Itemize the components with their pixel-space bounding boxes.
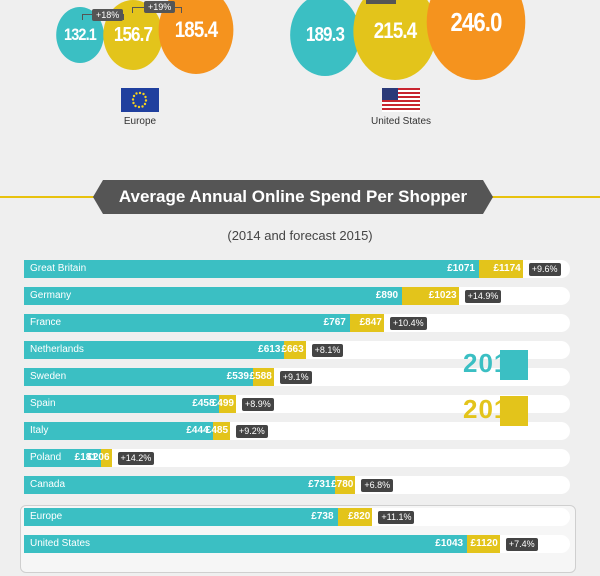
- value-label-2015: £588: [249, 371, 272, 382]
- europe-value-2: 156.7: [113, 23, 153, 46]
- country-label: Germany: [30, 290, 72, 301]
- europe-change-2: +19%: [144, 1, 176, 13]
- bar-2015: [212, 422, 231, 440]
- value-label-2014: £444: [186, 425, 209, 436]
- value-label-2014: £181: [74, 452, 97, 463]
- value-label-2014: £613: [258, 344, 281, 355]
- europe-label: Europe: [123, 116, 157, 127]
- value-label-2014: £767: [323, 317, 346, 328]
- bar-2014: [24, 341, 285, 359]
- europe-change-1: +18%: [92, 9, 124, 21]
- country-label: Italy: [30, 425, 49, 436]
- value-label-2015: £499: [211, 398, 234, 409]
- value-label-2014: £731: [308, 479, 331, 490]
- bar-2015: [284, 341, 306, 359]
- value-label-2015: £820: [348, 511, 371, 522]
- value-label-2015: £485: [205, 425, 229, 436]
- country-label: Great Britain: [30, 263, 87, 274]
- value-label-2015: £663: [281, 344, 304, 355]
- legend-swatch-2015: [500, 396, 528, 426]
- growth-badge: +9.1%: [279, 371, 312, 384]
- country-label: Netherlands: [30, 344, 84, 355]
- growth-badge: +11.1%: [378, 511, 415, 524]
- us-bubble-2: 215.4: [353, 0, 437, 80]
- bar-2014: [24, 368, 253, 386]
- value-label-2015: £847: [359, 317, 382, 328]
- growth-badge: +6.8%: [361, 479, 394, 492]
- bar-2014: [24, 314, 350, 332]
- bar-2015: [467, 535, 500, 553]
- country-label: Europe: [30, 511, 63, 522]
- growth-badge: +9.6%: [528, 263, 561, 276]
- bar-2014: [24, 287, 403, 305]
- bar-2015: [334, 476, 356, 494]
- europe-bubble-3: 185.4: [158, 0, 234, 74]
- us-change-tag-stub: [366, 0, 396, 4]
- growth-badge: +14.9%: [464, 290, 502, 303]
- bar-2014: [24, 508, 338, 526]
- value-label-2015: £780: [331, 479, 354, 490]
- bar-2014: [24, 260, 479, 278]
- country-label: United States: [30, 538, 91, 549]
- bar-2015: [100, 449, 112, 467]
- bar-2014: [24, 422, 213, 440]
- bar-2014: [24, 449, 101, 467]
- growth-badge: +8.1%: [311, 344, 344, 357]
- bar-2014: [24, 395, 219, 413]
- value-label-2014: £1071: [447, 263, 475, 274]
- bar-2015: [218, 395, 236, 413]
- us-value-2: 215.4: [373, 18, 417, 43]
- us-bubble-3: 246.0: [426, 0, 526, 80]
- europe-value-1: 132.1: [64, 25, 97, 44]
- country-label: Sweden: [30, 371, 67, 382]
- us-label: United States: [370, 116, 432, 127]
- us-value-3: 246.0: [450, 6, 502, 37]
- bar-2015: [349, 314, 384, 332]
- value-label-2014: £539: [226, 371, 249, 382]
- growth-badge: +10.4%: [389, 317, 427, 330]
- chart-title: Average Annual Online Spend Per Shopper: [103, 180, 483, 214]
- legend-swatch-2014: [500, 350, 528, 380]
- growth-badge: +9.2%: [236, 425, 268, 438]
- country-label: Spain: [30, 398, 56, 409]
- europe-value-3: 185.4: [174, 17, 218, 42]
- chart-subtitle: (2014 and forecast 2015): [227, 228, 373, 243]
- country-label: Canada: [30, 479, 66, 490]
- country-label: Poland: [30, 452, 62, 463]
- growth-badge: +14.2%: [117, 452, 155, 465]
- value-label-2014: £890: [375, 290, 399, 301]
- value-label-2014: £1043: [435, 538, 464, 549]
- bar-track: [24, 449, 570, 467]
- value-label-2014: £458: [192, 398, 215, 409]
- bar-2015: [402, 287, 459, 305]
- bar-2015: [252, 368, 274, 386]
- bar-2015: [337, 508, 373, 526]
- bar-2015: [479, 260, 523, 278]
- value-label-2015: £1174: [493, 263, 521, 274]
- title-ribbon-left: [93, 180, 103, 214]
- growth-badge: +8.9%: [241, 398, 274, 411]
- country-label: France: [30, 317, 62, 328]
- value-label-2015: £1023: [428, 290, 457, 301]
- eu-flag-icon: [121, 88, 159, 112]
- bar-2014: [24, 535, 468, 553]
- us-bubble-1: 189.3: [290, 0, 360, 76]
- bar-2014: [24, 476, 335, 494]
- value-label-2015: £206: [87, 452, 110, 463]
- title-ribbon-right: [483, 180, 493, 214]
- value-label-2014: £738: [311, 511, 334, 522]
- value-label-2015: £1120: [470, 538, 498, 549]
- us-value-1: 189.3: [305, 23, 345, 46]
- us-flag-icon: [382, 88, 420, 112]
- growth-badge: +7.4%: [505, 538, 538, 551]
